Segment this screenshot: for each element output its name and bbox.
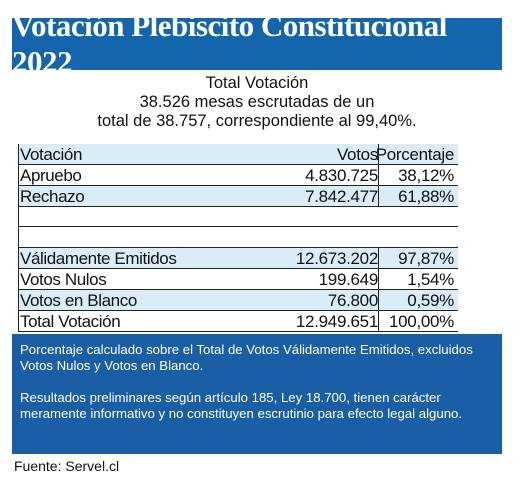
- table-row: Votos Nulos 199.649 1,54%: [18, 269, 458, 290]
- table-row: Total Votación 12.949.651 100,00%: [18, 311, 458, 332]
- row-percent: 38,12%: [398, 166, 454, 185]
- row-label: Votos en Blanco: [20, 291, 137, 310]
- results-table: Votación Votos Porcentaje Apruebo 4.830.…: [12, 134, 502, 334]
- table-row: Válidamente Emitidos 12.673.202 97,87%: [18, 248, 458, 269]
- column-divider: [378, 248, 379, 332]
- row-percent: 100,00%: [388, 312, 454, 331]
- header-percent: Porcentaje: [375, 145, 455, 164]
- note-percent-basis: Porcentaje calculado sobre el Total de V…: [20, 342, 473, 373]
- row-votes: 12.949.651: [295, 312, 378, 331]
- row-percent: 97,87%: [398, 249, 454, 268]
- header-votes: Votos: [336, 145, 378, 164]
- table-row: Rechazo 7.842.477 61,88%: [18, 186, 458, 207]
- table-border-left: [18, 144, 19, 332]
- row-label: Apruebo: [20, 166, 82, 185]
- note-legal: Resultados preliminares según artículo 1…: [20, 390, 463, 421]
- row-percent: 61,88%: [398, 187, 454, 206]
- row-votes: 12.673.202: [295, 249, 378, 268]
- row-label: Votos Nulos: [20, 270, 107, 289]
- title-text: Votación Plebiscito Constitucional 2022: [12, 8, 447, 79]
- table-row-spacer: [18, 207, 458, 227]
- row-label: Total Votación: [20, 312, 121, 331]
- row-votes: 7.842.477: [305, 187, 378, 206]
- header-label: Votación: [20, 145, 83, 164]
- row-percent: 0,59%: [407, 291, 454, 310]
- row-votes: 76.800: [327, 291, 379, 310]
- summary: Total Votación 38.526 mesas escrutadas d…: [12, 74, 502, 131]
- table-row: Votos en Blanco 76.800 0,59%: [18, 290, 458, 311]
- source-credit: Fuente: Servel.cl: [14, 458, 120, 474]
- summary-line-2: 38.526 mesas escrutadas de un: [139, 93, 375, 111]
- row-percent: 1,54%: [407, 270, 454, 289]
- row-label: Rechazo: [20, 187, 85, 206]
- table-row-spacer: [18, 228, 458, 248]
- row-votes: 4.830.725: [305, 166, 378, 185]
- row-label: Válidamente Emitidos: [20, 249, 177, 268]
- column-divider: [378, 144, 379, 207]
- table-row: Apruebo 4.830.725 38,12%: [18, 165, 458, 186]
- summary-line-1: Total Votación: [205, 74, 309, 92]
- row-votes: 199.649: [318, 270, 379, 289]
- page-title: Votación Plebiscito Constitucional 2022: [12, 8, 502, 79]
- summary-line-3: total de 38.757, correspondiente al 99,4…: [97, 112, 417, 130]
- table-header: Votación Votos Porcentaje: [18, 144, 458, 165]
- notes-box: Porcentaje calculado sobre el Total de V…: [12, 334, 502, 454]
